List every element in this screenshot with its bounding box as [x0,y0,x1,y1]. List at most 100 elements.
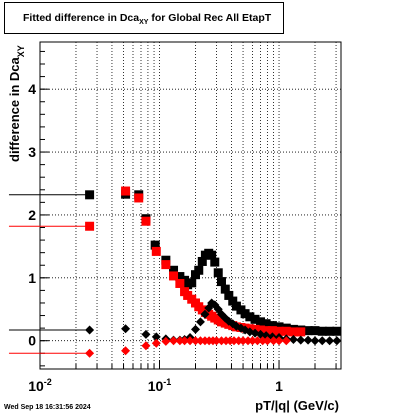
data-point-square [317,326,327,336]
data-point-diamond [121,324,131,334]
data-point-diamond [248,336,258,346]
data-point-square [274,326,284,336]
data-point-square [207,250,217,260]
data-point-square [310,326,320,336]
data-point-square [150,240,160,250]
x-tick-labels: 10-2 10-1 1 [28,377,283,394]
data-point-diamond [169,336,179,346]
data-point-diamond [85,325,95,335]
data-point-square [256,317,266,327]
data-point-diamond [229,336,239,346]
data-point-diamond [281,336,291,346]
chart-title-subscript: XY [139,19,149,27]
data-point-diamond [141,341,151,351]
data-point-diamond [195,336,205,346]
data-point-square [267,326,277,336]
data-point-diamond [190,324,200,334]
data-point-square [281,326,291,336]
data-point-diamond [151,332,161,342]
data-point-diamond [262,336,272,346]
data-point-diamond [185,336,195,346]
data-point-square [161,260,171,270]
y-tick-label: 0 [28,333,36,349]
data-point-diamond [238,336,248,346]
data-point-square [250,314,260,324]
data-point-square [261,319,271,329]
chart-title-main: Fitted difference in Dca [23,12,140,24]
data-point-diamond [274,336,284,346]
data-marks [8,186,342,358]
y-axis-label: difference in DcaXY [7,45,26,162]
chart-title-box: Fitted difference in DcaXY for Global Re… [4,2,284,34]
data-point-diamond [252,336,262,346]
data-point-square [187,278,197,288]
data-point-diamond [325,336,335,346]
data-point-square [85,221,95,231]
data-point-square [240,309,250,319]
axis-ticks [39,50,337,369]
chart-title: Fitted difference in DcaXY for Global Re… [23,12,271,26]
y-tick-label: 2 [28,207,36,223]
x-tick-label: 10-1 [148,377,172,394]
data-point-diamond [141,329,151,339]
data-point-diamond [269,336,279,346]
data-point-diamond [151,338,161,348]
data-point-diamond [243,336,253,346]
data-point-square [169,271,179,281]
data-point-square [228,296,238,306]
data-point-square [194,265,204,275]
y-axis-label-subscript: XY [16,45,26,57]
data-point-square [85,190,95,200]
data-point-square [121,186,131,196]
x-tick-label: 1 [275,378,283,394]
data-point-square [303,326,313,336]
y-axis-label-main: difference in Dca [7,56,22,162]
data-point-square [267,321,277,331]
data-point-diamond [200,309,210,319]
data-point-square [151,246,161,256]
data-point-diamond [180,336,190,346]
grid-lines [40,42,341,369]
data-point-diamond [332,336,342,346]
series-1 [8,189,342,336]
plot-frame [39,41,342,370]
data-point-square [325,326,335,336]
data-point-diamond [85,348,95,358]
data-point-diamond [317,336,327,346]
data-point-square [197,256,207,266]
chart-title-tail: for Global Rec All EtapT [148,12,272,24]
data-point-diamond [190,336,200,346]
x-tick-label: 10-2 [28,377,52,394]
data-point-square [210,257,220,267]
x-axis-label: pT/|q| (GeV/c) [255,398,339,413]
data-point-square [296,327,306,337]
y-tick-labels: 0 1 2 3 4 [28,81,36,349]
y-tick-label: 4 [28,81,36,97]
data-point-square [224,290,234,300]
data-point-square [245,312,255,322]
y-tick-label: 1 [28,270,36,286]
data-point-square [169,265,179,275]
data-point-diamond [212,336,222,346]
timestamp: Wed Sep 18 16:31:56 2024 [4,404,91,411]
data-point-square [220,284,230,294]
data-point-square [332,326,342,336]
data-point-square [213,268,223,278]
data-point-diamond [296,335,306,345]
data-point-diamond [175,336,185,346]
series-4 [8,336,291,358]
data-point-square [261,326,271,336]
data-point-diamond [121,346,131,356]
data-point-square [231,301,241,311]
data-point-diamond [258,336,268,346]
data-point-diamond [310,336,320,346]
data-point-square [175,278,185,288]
data-point-diamond [303,335,313,345]
data-point-diamond [195,317,205,327]
data-point-square [288,327,298,337]
data-point-diamond [161,336,171,346]
y-tick-label: 3 [28,144,36,160]
data-point-square [141,216,151,226]
data-point-square [134,193,144,203]
